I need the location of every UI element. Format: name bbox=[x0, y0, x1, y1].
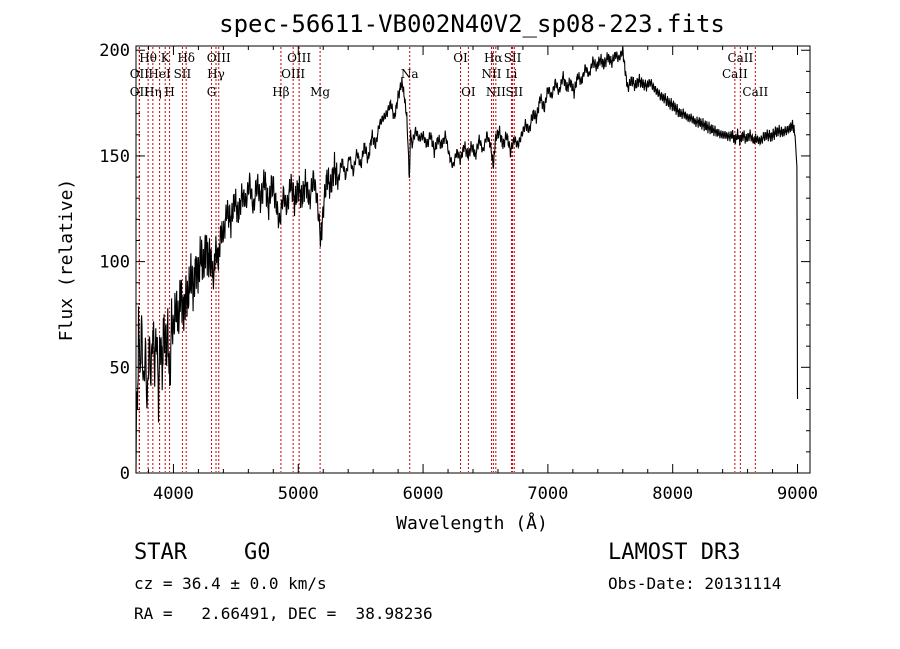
marker-label: HeI bbox=[148, 67, 171, 81]
x-tick-label: 7000 bbox=[527, 484, 568, 504]
marker-label: NII bbox=[486, 85, 506, 99]
marker-label: NII bbox=[481, 67, 501, 81]
x-tick-label: 6000 bbox=[403, 484, 444, 504]
marker-label: OI bbox=[461, 85, 476, 99]
marker-label: Hα bbox=[484, 51, 503, 65]
marker-label: OIII bbox=[281, 67, 305, 81]
marker-label: Hη bbox=[144, 85, 162, 99]
axes: 4000 5000 6000 7000 8000 9000 0 50 100 150 200 bbox=[99, 41, 818, 504]
plot-frame bbox=[135, 45, 811, 474]
x-tick-label: 4000 bbox=[153, 484, 194, 504]
marker-label: OII bbox=[130, 85, 150, 99]
marker-label: OI bbox=[453, 51, 468, 65]
survey-name: LAMOST DR3 bbox=[608, 540, 741, 565]
object-subclass: G0 bbox=[244, 540, 271, 565]
marker-label: Mg bbox=[310, 85, 330, 99]
x-axis-label: Wavelength (Å) bbox=[396, 512, 548, 534]
marker-label: CaII bbox=[742, 85, 768, 99]
marker-label: Hθ bbox=[139, 51, 157, 65]
marker-label: Na bbox=[401, 67, 419, 81]
marker-label: Hβ bbox=[272, 85, 289, 99]
redshift-value: cz = 36.4 ± 0.0 km/s bbox=[134, 574, 327, 593]
x-tick-label: 5000 bbox=[278, 484, 319, 504]
marker-label: Hγ bbox=[207, 67, 225, 81]
y-tick-label: 200 bbox=[99, 41, 130, 61]
marker-label: OIII bbox=[207, 51, 231, 65]
marker-label: CaII bbox=[727, 51, 753, 65]
line-markers bbox=[138, 47, 756, 472]
y-tick-label: 0 bbox=[120, 464, 130, 484]
chart-title: spec-56611-VB002N40V2_sp08-223.fits bbox=[219, 10, 725, 38]
marker-label: K bbox=[161, 51, 171, 65]
marker-label: SII bbox=[174, 67, 192, 81]
marker-label: SII bbox=[504, 51, 522, 65]
marker-label: G bbox=[207, 85, 217, 99]
x-tick-label: 8000 bbox=[652, 484, 693, 504]
marker-label: Li bbox=[506, 67, 518, 81]
y-tick-label: 150 bbox=[99, 147, 130, 167]
y-axis-label: Flux (relative) bbox=[56, 179, 77, 342]
obs-date: Obs-Date: 20131114 bbox=[608, 574, 782, 593]
x-tick-label: 9000 bbox=[777, 484, 818, 504]
object-class: STAR bbox=[134, 540, 187, 565]
y-tick-label: 50 bbox=[110, 358, 130, 378]
marker-label: SII bbox=[505, 85, 523, 99]
ra-dec: RA = 2.66491, DEC = 38.98236 bbox=[134, 604, 433, 623]
spectrum-line bbox=[135, 46, 799, 474]
y-tick-label: 100 bbox=[99, 253, 130, 273]
marker-label: OII bbox=[130, 67, 150, 81]
marker-label: OIII bbox=[287, 51, 311, 65]
marker-label: Hδ bbox=[177, 51, 195, 65]
marker-label: H bbox=[164, 85, 174, 99]
marker-label: CaII bbox=[722, 67, 748, 81]
